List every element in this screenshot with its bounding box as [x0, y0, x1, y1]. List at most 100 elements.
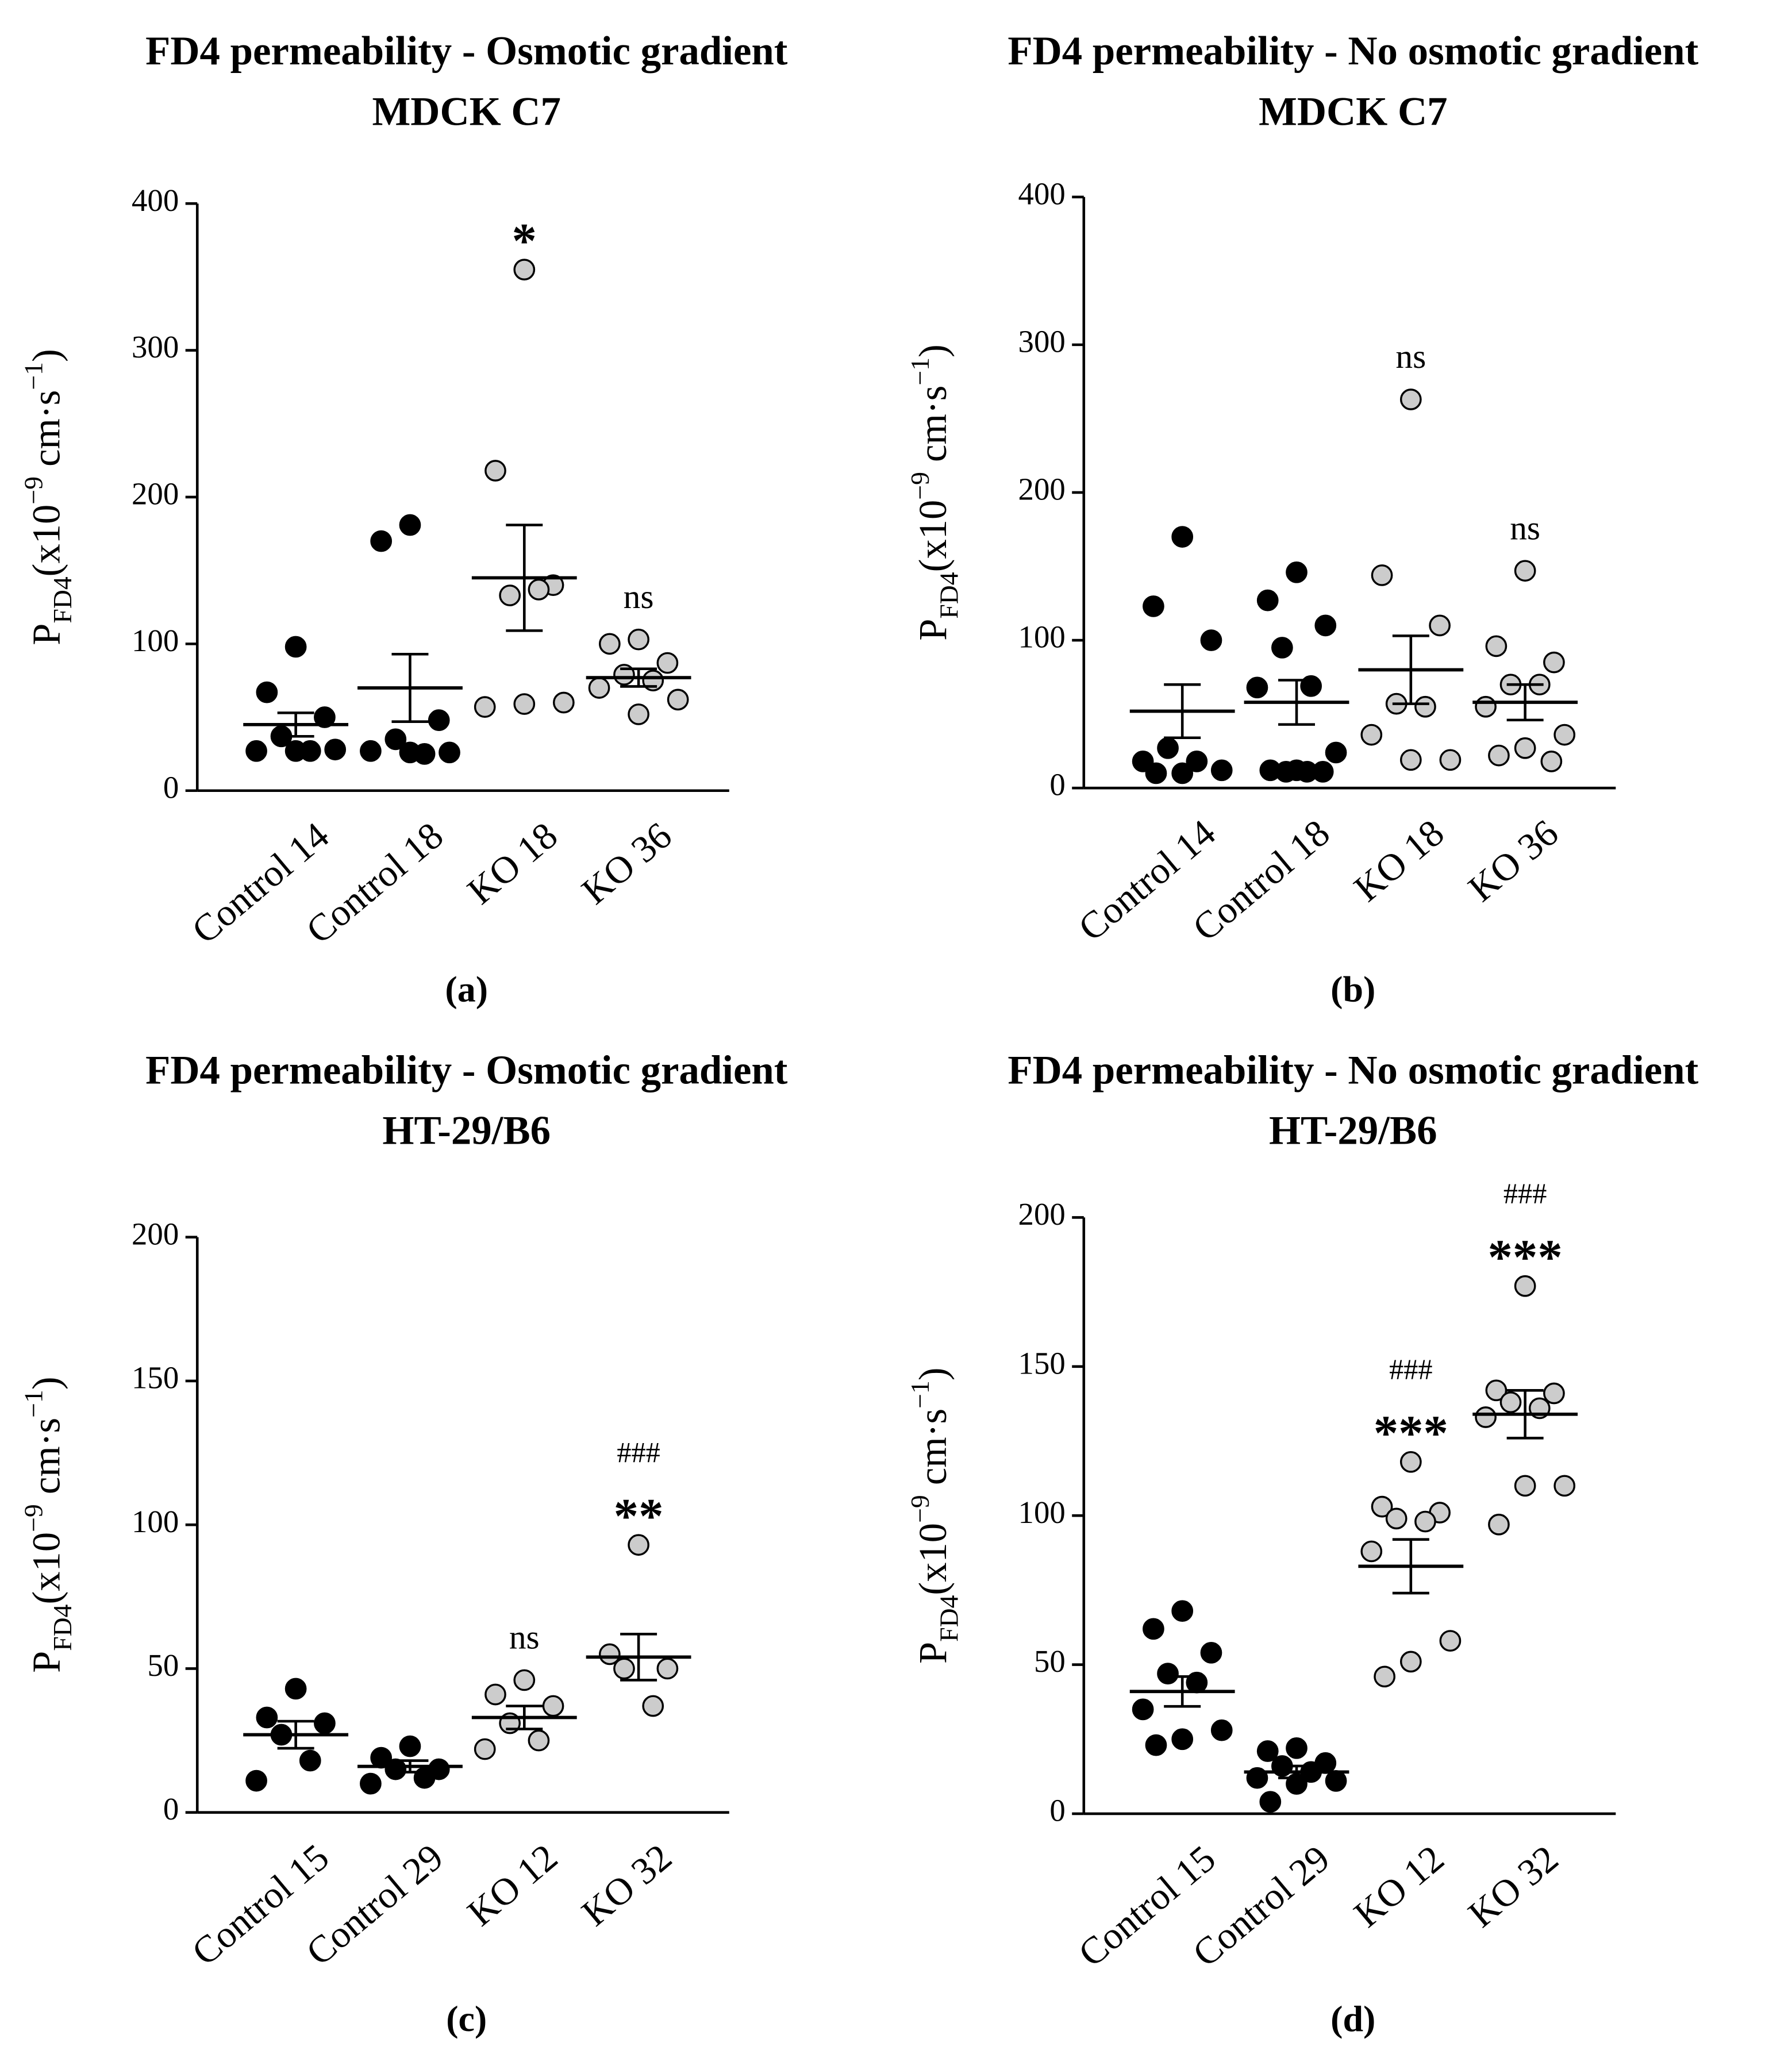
- data-point: [513, 1669, 536, 1691]
- x-tick-label: KO 12: [1347, 1837, 1452, 1936]
- data-point: [1210, 759, 1233, 782]
- data-point: [1286, 1737, 1308, 1759]
- data-point: [528, 1729, 550, 1752]
- data-point: [1514, 560, 1536, 582]
- data-point: [1488, 1513, 1510, 1536]
- data-point: [474, 1738, 496, 1760]
- data-point: [1399, 749, 1422, 771]
- chart-title: FD4 permeability - Osmotic gradient: [145, 29, 788, 74]
- data-point: [1246, 676, 1268, 699]
- data-point: [1439, 749, 1462, 771]
- y-axis-label-part: −9: [905, 1495, 935, 1523]
- annotation: ns: [1510, 509, 1540, 547]
- y-axis-label-part: P: [911, 619, 955, 641]
- data-point: [1399, 1451, 1422, 1473]
- chart-subtitle: HT-29/B6: [382, 1109, 551, 1153]
- data-point: [256, 681, 278, 703]
- data-point: [1499, 1391, 1522, 1413]
- data-point: [1514, 1475, 1536, 1497]
- y-tick-label: 400: [1018, 176, 1066, 211]
- data-point: [1371, 564, 1393, 586]
- data-point: [1256, 589, 1279, 611]
- data-point: [1286, 561, 1308, 583]
- data-point: [360, 740, 382, 762]
- annotation: ###: [1389, 1353, 1432, 1386]
- data-point: [528, 579, 550, 601]
- data-point: [1514, 737, 1536, 759]
- x-tick-label: KO 12: [460, 1836, 566, 1934]
- data-point: [1485, 635, 1508, 657]
- y-axis-label-part: ): [24, 1376, 68, 1390]
- y-tick-label: 50: [147, 1648, 179, 1683]
- annotation: **: [614, 1488, 664, 1544]
- y-tick-label: 400: [132, 183, 179, 218]
- data-point: [284, 740, 307, 762]
- x-tick-label: KO 32: [574, 1836, 680, 1934]
- data-point: [1399, 1651, 1422, 1673]
- panel-label: (b): [1330, 968, 1375, 1009]
- data-point: [1360, 1540, 1383, 1563]
- data-point: [1543, 1382, 1565, 1405]
- y-tick-label: 0: [1049, 767, 1065, 802]
- x-tick-label: KO 18: [1347, 812, 1452, 910]
- y-axis-label: PFD4(x10−9 cm·s−1): [19, 1376, 77, 1673]
- data-point: [542, 1695, 564, 1717]
- y-tick-label: 150: [132, 1360, 179, 1395]
- data-point: [1553, 724, 1576, 746]
- y-axis-label-part: −1: [19, 362, 48, 390]
- y-axis-label: PFD4(x10−9 cm·s−1): [905, 344, 963, 641]
- data-point: [1325, 1770, 1347, 1792]
- data-point: [1414, 695, 1436, 718]
- y-axis-label-part: FD4: [934, 1595, 963, 1641]
- data-point: [1414, 1510, 1436, 1533]
- data-point: [299, 1749, 321, 1772]
- y-tick-label: 200: [132, 476, 179, 511]
- y-axis-label-part: cm·s: [911, 1409, 955, 1495]
- y-axis-label-part: cm·s: [911, 386, 955, 472]
- chart-title: FD4 permeability - No osmotic gradient: [1007, 1048, 1698, 1093]
- chart-subtitle: MDCK C7: [1259, 89, 1448, 134]
- x-tick-label: KO 36: [574, 814, 680, 913]
- data-point: [1360, 724, 1383, 746]
- data-point: [1171, 526, 1194, 548]
- y-tick-label: 0: [163, 770, 179, 805]
- data-point: [642, 1695, 664, 1717]
- panel-label: (d): [1330, 1998, 1375, 2039]
- data-point: [256, 1706, 278, 1729]
- data-point: [1553, 1475, 1576, 1497]
- data-point: [1439, 1630, 1462, 1652]
- data-point: [1475, 1406, 1497, 1428]
- data-point: [1325, 741, 1347, 764]
- y-tick-label: 150: [1018, 1345, 1066, 1380]
- data-point: [1186, 751, 1208, 772]
- data-point: [399, 1735, 421, 1757]
- data-point: [1256, 1740, 1279, 1762]
- data-point: [399, 741, 421, 764]
- data-point: [245, 740, 267, 762]
- annotation: *: [512, 213, 537, 268]
- data-point: [324, 738, 347, 761]
- y-tick-label: 200: [1018, 472, 1066, 507]
- y-axis-label-part: −1: [905, 1380, 935, 1409]
- y-axis-label-part: FD4: [48, 1604, 77, 1651]
- data-point: [1271, 637, 1293, 659]
- y-tick-label: 300: [1018, 324, 1066, 359]
- data-point: [1143, 595, 1164, 617]
- data-point: [513, 693, 536, 715]
- data-point: [484, 1683, 506, 1706]
- data-point: [1132, 1698, 1154, 1721]
- data-point: [314, 706, 336, 728]
- y-tick-label: 100: [132, 623, 179, 658]
- y-tick-label: 100: [1018, 1495, 1066, 1530]
- data-point: [1275, 761, 1297, 783]
- y-axis-label-part: (x10: [911, 1523, 955, 1595]
- data-point: [1200, 629, 1222, 651]
- y-tick-label: 50: [1034, 1644, 1066, 1679]
- data-point: [1399, 388, 1422, 410]
- data-point: [245, 1770, 267, 1792]
- annotation: ns: [624, 578, 654, 616]
- data-point: [1145, 762, 1167, 784]
- y-axis-label-part: −9: [19, 476, 48, 505]
- data-point: [384, 1758, 407, 1780]
- data-point: [370, 530, 393, 552]
